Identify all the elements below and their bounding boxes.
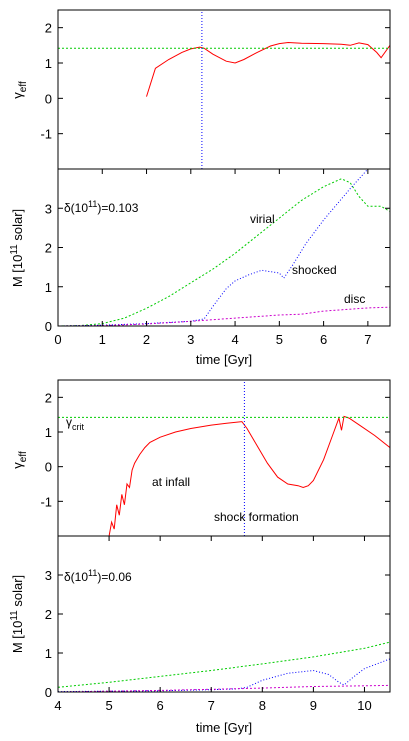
panel-mass-top-series: [58, 169, 390, 326]
panel-gamma-top-series: [58, 10, 390, 169]
virial-mass-line: [58, 178, 390, 326]
y-tick-label: -1: [40, 494, 52, 509]
y-tick-label: 1: [45, 280, 52, 295]
annotation-disc: disc: [344, 292, 365, 306]
panel-gamma-top-ylabel: γeff: [10, 81, 29, 99]
panel-mass-top-xticks: 0 1 2 3 4 5 6 7: [54, 169, 371, 347]
y-tick-label: 0: [45, 319, 52, 334]
y-tick-label: 2: [45, 21, 52, 36]
x-tick-label: 5: [105, 698, 112, 713]
x-tick-label: 2: [143, 332, 150, 347]
y-tick-label: 0: [45, 91, 52, 106]
annotation-shock-formation: shock formation: [214, 510, 299, 524]
x-tick-label: 6: [157, 698, 164, 713]
x-tick-label: 1: [99, 332, 106, 347]
annotation-at-infall: at infall: [152, 475, 190, 489]
x-tick-label: 7: [364, 332, 371, 347]
x-tick-label: 10: [357, 698, 371, 713]
x-tick-label: 8: [259, 698, 266, 713]
panel-mass-top-yticks: 3 2 1 0: [45, 201, 390, 334]
y-tick-label: 2: [45, 607, 52, 622]
annotation-shocked: shocked: [292, 263, 337, 277]
y-tick-label: 2: [45, 241, 52, 256]
panel-mass-bottom-series: [58, 641, 390, 692]
disc-mass-line: [58, 306, 390, 326]
panel-gamma-bottom-ylabel: γeff: [10, 451, 29, 469]
disc-mass-line: [58, 684, 390, 692]
y-tick-label: 2: [45, 390, 52, 405]
x-tick-label: 7: [208, 698, 215, 713]
gamma-eff-line: [146, 41, 390, 97]
y-tick-label: 1: [45, 425, 52, 440]
panel-gamma-top-frame: [57, 9, 391, 170]
y-tick-label: -1: [40, 127, 52, 142]
panel-gamma-bottom: 2 1 0 -1 γeff γcrit at infall shock formati…: [10, 379, 391, 537]
y-tick-label: 3: [45, 201, 52, 216]
y-tick-label: 3: [45, 568, 52, 583]
panel-gamma-bottom-yticks: 2 1 0 -1: [40, 390, 390, 509]
panel-gamma-bottom-series: [58, 380, 390, 536]
gamma-eff-line: [108, 415, 390, 536]
y-tick-label: 1: [45, 646, 52, 661]
x-tick-label: 0: [54, 332, 61, 347]
panel-mass-top-frame: [57, 168, 391, 327]
panel-mass-bottom-ylabel: M [1011 solar]: [9, 575, 25, 653]
x-tick-label: 6: [320, 332, 327, 347]
panel-mass-bottom-xticks: 4 5 6 7 8 9 10: [54, 536, 372, 713]
annotation-virial: virial: [250, 212, 275, 226]
y-tick-label: 0: [45, 460, 52, 475]
panel-mass-top-ylabel: M [1011 solar]: [9, 209, 25, 287]
virial-mass-line: [58, 641, 390, 688]
x-tick-label: 3: [187, 332, 194, 347]
panel-gamma-top: 2 1 0 -1 γeff: [10, 9, 391, 170]
y-tick-label: 0: [45, 685, 52, 700]
shocked-mass-line: [58, 658, 390, 692]
panel-mass-top-delta-label: δ(1011)=0.103: [64, 199, 139, 215]
x-tick-label: 4: [231, 332, 238, 347]
panel-mass-top-xlabel: time [Gyr]: [196, 352, 252, 367]
panel-mass-bottom-frame: [57, 535, 391, 693]
panel-mass-bottom-xlabel: time [Gyr]: [196, 720, 252, 735]
panel-gamma-top-yticks: 2 1 0 -1: [40, 21, 390, 142]
y-tick-label: 1: [45, 56, 52, 71]
annotation-gamma-crit: γcrit: [66, 415, 84, 432]
x-tick-label: 9: [310, 698, 317, 713]
x-tick-label: 5: [276, 332, 283, 347]
panel-mass-bottom-delta-label: δ(1011)=0.06: [64, 568, 132, 584]
panel-mass-bottom-yticks: 3 2 1 0: [45, 568, 390, 700]
x-tick-label: 4: [54, 698, 61, 713]
